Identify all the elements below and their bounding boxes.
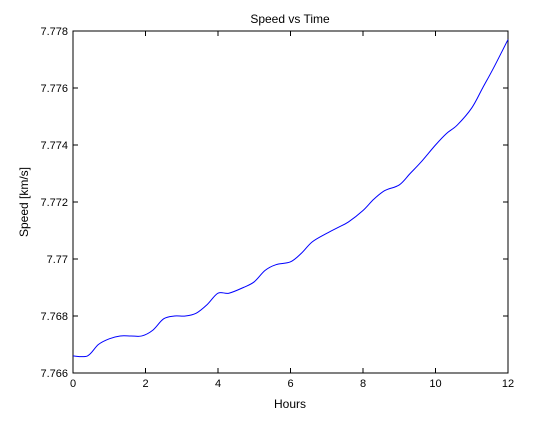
x-tick-label: 6 — [287, 378, 293, 390]
x-axis-label: Hours — [274, 397, 306, 411]
y-tick-label: 7.768 — [40, 311, 68, 323]
series-layer — [72, 39, 509, 358]
plot-area — [72, 30, 509, 374]
y-tick-label: 7.776 — [40, 83, 68, 95]
x-tick-label: 10 — [429, 378, 441, 390]
x-tick-label: 12 — [502, 378, 514, 390]
y-tick-label: 7.766 — [40, 368, 68, 380]
y-axis-label: Speed [km/s] — [17, 167, 31, 237]
chart-title: Speed vs Time — [250, 12, 330, 26]
x-tick-label: 0 — [70, 378, 76, 390]
y-axis-ticks: 7.766 7.768 7.77 7.772 7.774 7.776 7.778 — [40, 26, 508, 380]
x-tick-label: 8 — [360, 378, 366, 390]
x-axis-ticks: 0 2 4 6 8 10 12 — [70, 31, 514, 390]
y-tick-label: 7.772 — [40, 197, 68, 209]
x-tick-label: 4 — [215, 378, 221, 390]
x-tick-label: 2 — [142, 378, 148, 390]
y-tick-label: 7.774 — [40, 140, 68, 152]
series-line — [72, 39, 509, 358]
y-tick-label: 7.77 — [47, 254, 68, 266]
y-tick-label: 7.778 — [40, 26, 68, 38]
